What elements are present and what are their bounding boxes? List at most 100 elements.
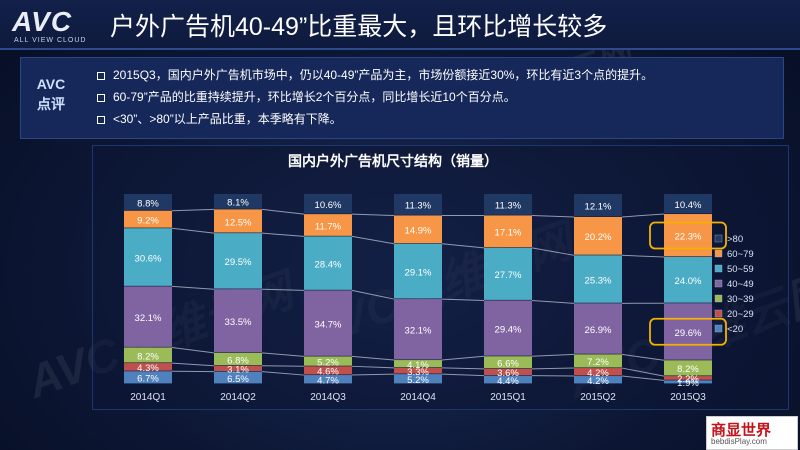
square-bullet-icon: [97, 71, 105, 80]
data-label: 5.2%: [407, 375, 429, 386]
data-label: 7.2%: [587, 357, 609, 368]
bar-segment: [484, 194, 532, 215]
bar-segment: [574, 354, 622, 368]
bar-segment: [394, 367, 442, 374]
bar-segment: [574, 376, 622, 384]
bar-segment: [214, 209, 262, 233]
connector-line: [261, 371, 305, 376]
data-label: 4.1%: [407, 360, 429, 371]
highlight-box: [649, 317, 727, 346]
bar-segment: [124, 371, 172, 384]
connector-line: [171, 362, 215, 367]
category-label: 2015Q1: [490, 392, 526, 403]
connector-line: [351, 365, 395, 369]
comment-item-text: 2015Q3，国内户外广告机市场中，仍以40-49”产品为主，市场份额接近30%…: [113, 68, 654, 82]
category-label: 2014Q4: [400, 392, 436, 403]
data-label: 5.2%: [317, 357, 339, 368]
data-label: 30.6%: [135, 253, 162, 264]
bar-segment: [214, 289, 262, 353]
stacked-bar-chart: 国内户外广告机尺寸结构（销量） 6.7% 6.5% 4.7% 5.2% 4.4% 4.2% 1…: [124, 153, 754, 403]
data-label: 8.8%: [137, 198, 159, 209]
data-label: 32.1%: [135, 313, 162, 324]
bar-segment: [214, 233, 262, 289]
legend-label: 40~49: [727, 279, 754, 290]
bar-segment: [574, 255, 622, 303]
site-badge: 商显世界 bebdisPlay.com: [706, 416, 798, 450]
category-label: 2015Q2: [580, 392, 616, 403]
bar-segment: [394, 299, 442, 360]
category-label: 2014Q1: [130, 392, 166, 403]
bar-segment: [214, 371, 262, 384]
data-label: 11.3%: [405, 201, 432, 212]
comment-item: 2015Q3，国内户外广告机市场中，仍以40-49”产品为主，市场份额接近30%…: [97, 64, 653, 86]
category-label: 2014Q2: [220, 392, 256, 403]
comment-item: <30”、>80”以上产品比重，本季略有下降。: [97, 108, 653, 130]
bar-segment: [124, 210, 172, 228]
chart-panel: 国内户外广告机尺寸结构（销量） 6.7% 6.5% 4.7% 5.2% 4.4% 4.2% 1…: [92, 145, 789, 410]
connector-line: [531, 353, 575, 357]
highlight-box: [649, 221, 727, 250]
bar-segment: [664, 257, 712, 303]
square-bullet-icon: [97, 93, 105, 102]
comment-box: AVC 点评 2015Q3，国内户外广告机市场中，仍以40-49”产品为主，市场…: [20, 57, 784, 139]
bar-segment: [304, 214, 352, 236]
data-label: 28.4%: [315, 259, 342, 270]
bar-segment: [304, 236, 352, 290]
avc-logo: AVC ALL VIEW CLOUD: [12, 6, 92, 46]
bar-segment: [574, 194, 622, 217]
connector-line: [621, 213, 665, 218]
bar-segment: [484, 356, 532, 369]
legend-label: 30~39: [727, 294, 754, 305]
connector-line: [351, 235, 395, 245]
data-label: 29.1%: [405, 267, 432, 278]
legend-swatch: [714, 279, 723, 288]
bar-segment: [664, 380, 712, 384]
connector-line: [621, 375, 665, 381]
badge-sub-text: bebdisPlay.com: [711, 437, 767, 446]
data-label: 17.1%: [495, 228, 522, 239]
data-label: 4.4%: [497, 376, 519, 387]
data-label: 29.6%: [675, 328, 702, 339]
logo-subtext: ALL VIEW CLOUD: [14, 37, 87, 44]
badge-main-text: 商显世界: [711, 422, 772, 439]
connector-line: [351, 355, 395, 361]
bar-segment: [124, 347, 172, 363]
legend-swatch: [714, 309, 723, 318]
bar-segment: [124, 194, 172, 211]
data-label: 29.4%: [495, 324, 522, 335]
bar-segment: [394, 215, 442, 244]
data-label: 3.6%: [497, 368, 519, 379]
bar-segment: [394, 194, 442, 215]
bar-segment: [214, 194, 262, 209]
legend-swatch: [714, 264, 723, 273]
comment-item-text: 60-79”产品的比重持续提升，环比增长2个百分点，同比增长近10个百分点。: [113, 90, 516, 104]
bar-segment: [664, 360, 712, 376]
square-bullet-icon: [97, 115, 105, 124]
connector-line: [171, 285, 215, 290]
header-bar: AVC ALL VIEW CLOUD 户外广告机40-49”比重最大，且环比增长…: [0, 0, 800, 50]
legend-label: <20: [727, 324, 743, 335]
data-label: 1.9%: [677, 378, 699, 389]
data-label: 26.9%: [585, 325, 612, 336]
data-label: 20.2%: [585, 232, 612, 243]
connector-line: [531, 247, 575, 256]
data-label: 4.7%: [317, 376, 339, 387]
connector-line: [351, 289, 395, 300]
data-label: 3.3%: [407, 367, 429, 378]
data-label: 8.1%: [227, 198, 249, 209]
bar-segment: [124, 286, 172, 347]
bar-segment: [124, 228, 172, 286]
category-label: 2015Q3: [670, 392, 706, 403]
legend-label: 50~59: [727, 264, 754, 275]
data-label: 4.6%: [317, 367, 339, 378]
data-label: 6.8%: [227, 355, 249, 366]
data-label: 2.2%: [677, 374, 699, 385]
bar-segment: [484, 375, 532, 384]
comment-label-line1: AVC: [36, 76, 66, 92]
data-label: 9.2%: [137, 215, 159, 226]
connector-line: [261, 352, 305, 357]
data-label: 34.7%: [315, 319, 342, 330]
connector-line: [261, 365, 305, 367]
data-label: 4.2%: [587, 376, 609, 387]
bar-segment: [304, 290, 352, 356]
